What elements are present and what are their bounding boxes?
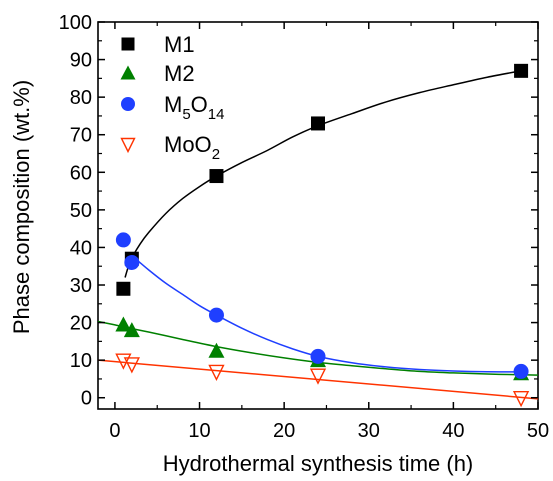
y-tick-label: 30 <box>70 275 92 297</box>
m5o14-data-point <box>124 254 140 270</box>
x-axis-label: Hydrothermal synthesis time (h) <box>163 451 474 476</box>
y-tick-label: 90 <box>70 50 92 72</box>
y-tick-label: 40 <box>70 237 92 259</box>
moo2-fit-curve <box>97 359 539 400</box>
axis-ticks: 0 10 20 30 40 50 0 10 20 30 40 50 60 70 80 90 100 <box>59 12 550 442</box>
x-tick-label: 40 <box>442 420 464 442</box>
y-tick-label: 60 <box>70 162 92 184</box>
x-tick-label: 30 <box>358 420 380 442</box>
moo2-legend-marker <box>120 137 136 154</box>
x-tick-label: 10 <box>188 420 210 442</box>
moo2-data-point <box>512 391 530 408</box>
moo2-data-point <box>123 357 140 374</box>
m1-legend-marker <box>121 37 135 51</box>
legend: M1 M2 M5O14 MoO2 <box>120 32 224 163</box>
y-tick-label: 70 <box>70 125 92 147</box>
m2-data-point <box>123 322 140 338</box>
data-markers <box>115 63 530 408</box>
moo2-data-point <box>208 364 225 381</box>
plot-frame <box>97 21 539 410</box>
moo2-legend-label: MoO2 <box>164 132 220 163</box>
x-tick-label: 50 <box>527 420 549 442</box>
x-tick-label: 20 <box>273 420 295 442</box>
m2-legend-marker <box>120 65 136 80</box>
axes-frame <box>97 21 539 410</box>
m5o14-fit-curve <box>127 252 522 373</box>
m2-data-point <box>115 316 132 332</box>
m5o14-data-point <box>115 232 131 248</box>
m5o14-legend-label: M5O14 <box>164 92 224 123</box>
y-tick-label: 0 <box>81 388 92 410</box>
m5o14-legend-marker <box>121 97 135 111</box>
m2-data-point <box>208 342 225 358</box>
m2-fit-curve <box>97 320 539 376</box>
m1-data-point <box>514 63 529 78</box>
y-tick-label: 100 <box>59 12 92 34</box>
m1-data-point <box>311 116 325 131</box>
m1-fit-curve <box>124 70 522 278</box>
m1-legend-label: M1 <box>164 32 195 57</box>
m2-legend-label: M2 <box>164 61 195 86</box>
m5o14-data-point <box>310 348 326 364</box>
fit-curves <box>97 70 539 400</box>
y-tick-label: 80 <box>70 87 92 109</box>
y-tick-label: 10 <box>70 350 92 372</box>
m5o14-data-point <box>208 307 224 323</box>
y-axis-label: Phase composition (wt.%) <box>9 80 34 334</box>
y-tick-label: 50 <box>70 200 92 222</box>
y-tick-label: 20 <box>70 313 92 335</box>
x-tick-label: 0 <box>109 420 120 442</box>
m1-data-point <box>116 281 131 296</box>
moo2-data-point <box>309 368 327 385</box>
m5o14-data-point <box>513 363 529 379</box>
m1-data-point <box>209 169 224 184</box>
